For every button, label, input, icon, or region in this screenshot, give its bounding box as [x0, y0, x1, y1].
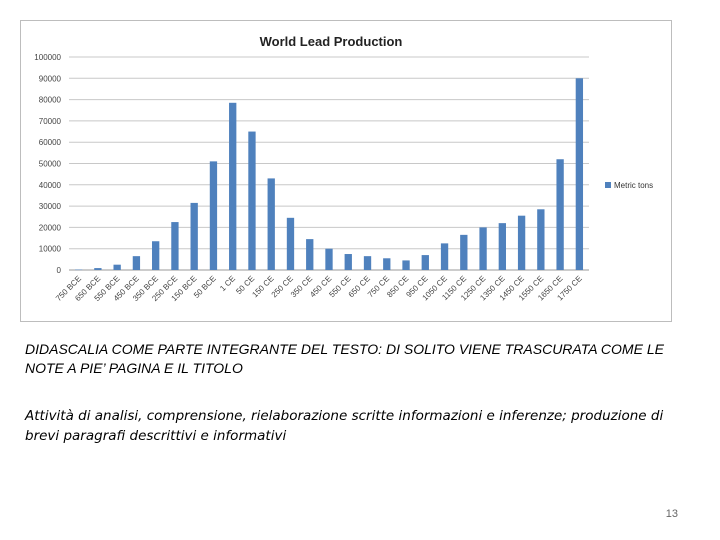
bar — [209, 161, 218, 270]
bar — [537, 209, 545, 270]
bar — [190, 202, 198, 270]
y-tick-label: 50000 — [39, 160, 62, 169]
bar — [286, 217, 295, 270]
bar — [575, 78, 584, 270]
page-number: 13 — [665, 508, 678, 520]
bar — [344, 254, 352, 270]
y-tick-label: 40000 — [39, 181, 62, 190]
y-tick-label: 80000 — [39, 96, 62, 105]
caption-description: Attività di analisi, comprensione, riela… — [25, 408, 664, 444]
y-tick-label: 100000 — [34, 53, 61, 62]
bar — [132, 256, 141, 270]
caption-heading: DIDASCALIA COME PARTE INTEGRANTE DEL TES… — [25, 341, 664, 376]
bar — [325, 248, 333, 270]
bar — [306, 239, 314, 270]
bar — [556, 159, 564, 270]
bar — [171, 222, 179, 270]
y-tick-label: 0 — [57, 266, 62, 275]
y-axis-tick-labels: 0 10000 20000 30000 40000 50000 60000 70000 8000… — [34, 53, 61, 275]
legend-label: Metric tons — [614, 181, 653, 190]
chart-title: World Lead Production — [260, 34, 403, 49]
grid-lines — [69, 56, 589, 271]
bar — [248, 131, 256, 270]
bar — [479, 227, 487, 270]
y-tick-label: 60000 — [39, 138, 62, 147]
bar — [94, 268, 102, 270]
y-tick-label: 30000 — [39, 202, 62, 211]
y-tick-label: 70000 — [39, 117, 62, 126]
bar — [152, 241, 160, 270]
bar — [113, 264, 121, 270]
legend-swatch — [605, 182, 611, 188]
y-tick-label: 90000 — [39, 74, 62, 83]
bars — [74, 78, 584, 271]
bar — [383, 258, 391, 270]
bar — [267, 178, 275, 270]
bar — [74, 269, 83, 271]
bar — [460, 234, 468, 270]
bar — [517, 215, 526, 270]
y-tick-label: 20000 — [39, 223, 62, 232]
chart-frame: World Lead Production 0 10000 20000 30000 40… — [20, 20, 672, 322]
bar-chart: World Lead Production 0 10000 20000 30000 40… — [34, 34, 653, 303]
y-tick-label: 10000 — [39, 245, 62, 254]
bar — [363, 256, 372, 270]
bar — [440, 243, 449, 270]
legend: Metric tons — [605, 181, 653, 190]
bar — [402, 260, 410, 270]
bar — [498, 223, 506, 270]
bar — [421, 255, 429, 270]
bar — [229, 102, 237, 270]
